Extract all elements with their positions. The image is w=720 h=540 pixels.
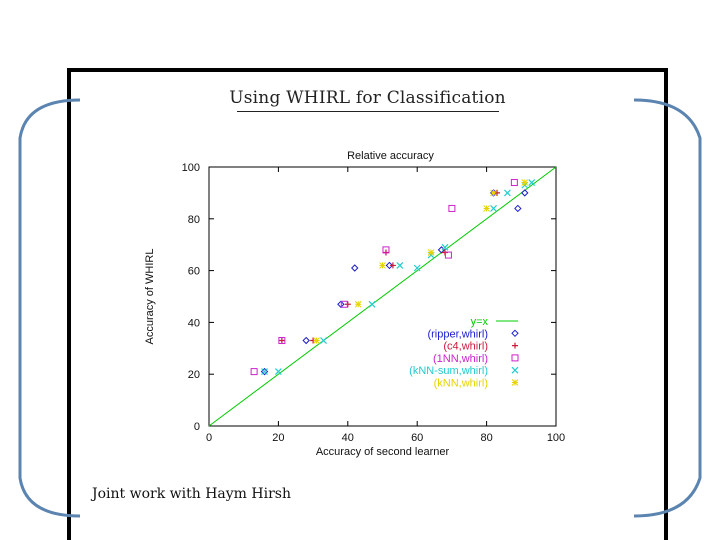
plot-area-frame: [208, 166, 557, 427]
y-tick-label: 80: [188, 214, 200, 226]
slide-frame: [67, 68, 668, 540]
data-point-x: [368, 300, 376, 308]
legend-label: y=x: [471, 316, 489, 328]
x-tick-label: 60: [411, 432, 423, 444]
data-point-square: [448, 204, 456, 212]
data-point-x: [503, 189, 511, 197]
legend-label: (kNN-sum,whirl): [409, 365, 488, 377]
data-point-star: [521, 179, 529, 186]
legend-marker-star: [511, 379, 519, 386]
data-point-x: [396, 261, 404, 269]
x-tick-label: 20: [272, 432, 284, 444]
data-point-star: [490, 189, 497, 197]
data-point-plus: [278, 337, 285, 344]
y-axis-label: Accuracy of WHIRL: [144, 249, 156, 345]
x-tick-label: 0: [206, 432, 212, 444]
x-axis-label: Accuracy of second learner: [316, 446, 450, 458]
data-point-star: [313, 337, 320, 344]
y-tick-label: 100: [182, 162, 200, 174]
data-point-diamond: [302, 336, 310, 345]
data-point-plus: [389, 262, 396, 269]
data-point-diamond: [260, 367, 269, 376]
data-point-diamond: [351, 264, 359, 272]
legend-label: (ripper,whirl): [427, 328, 488, 340]
legend-marker-diamond: [511, 329, 519, 338]
data-point-square: [444, 251, 452, 259]
x-tick-label: 40: [342, 432, 354, 444]
slide-title: Using WHIRL for Classification: [229, 88, 506, 108]
legend-marker-x: [511, 366, 519, 374]
y-tick-label: 0: [194, 421, 200, 433]
data-point-star: [427, 249, 435, 256]
data-point-x: [413, 264, 421, 272]
y-tick-label: 20: [188, 369, 200, 381]
data-point-square: [382, 246, 390, 254]
data-point-square: [510, 179, 518, 187]
data-point-diamond: [514, 204, 522, 213]
data-point-diamond: [385, 261, 394, 270]
reference-line-y-equals-x: [208, 166, 557, 427]
data-point-square: [278, 337, 286, 345]
y-tick-label: 40: [188, 317, 200, 329]
x-tick-label: 80: [480, 432, 492, 444]
data-point-x: [261, 368, 268, 376]
legend-marker-plus: [512, 342, 518, 349]
title-underline: [237, 111, 499, 112]
data-point-x: [490, 205, 497, 212]
footer-note: Joint work with Haym Hirsh: [92, 486, 291, 502]
data-point-star: [354, 300, 362, 308]
legend-label: (c4,whirl): [443, 341, 488, 353]
data-point-square: [340, 300, 348, 308]
data-point-square: [250, 368, 258, 376]
legend-marker-square: [511, 354, 519, 362]
data-point-star: [483, 205, 490, 212]
left-brace: [18, 98, 81, 518]
chart-title: Relative accuracy: [347, 150, 434, 162]
data-point-x: [441, 243, 449, 251]
data-point-x: [320, 337, 327, 344]
data-point-diamond: [521, 189, 529, 197]
x-tick-label: 100: [547, 432, 565, 444]
data-point-x: [274, 368, 282, 376]
right-brace: [633, 98, 702, 518]
legend-label: (kNN,whirl): [434, 378, 488, 390]
legend-label: (1NN,whirl): [433, 353, 488, 365]
data-point-x: [528, 179, 536, 186]
y-tick-label: 60: [188, 266, 200, 278]
data-point-star: [379, 262, 386, 269]
